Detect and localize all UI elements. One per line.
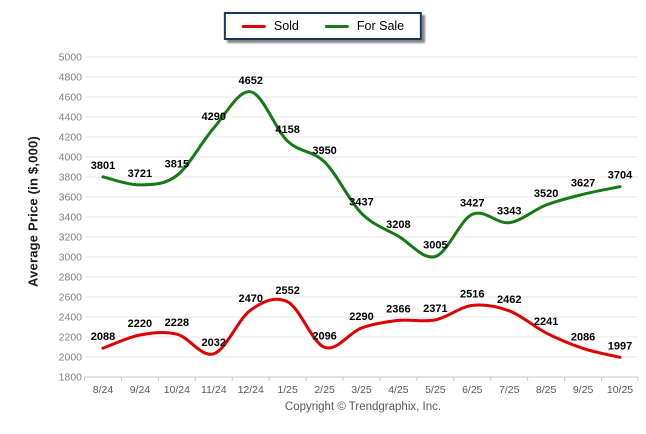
data-label-for-sale: 3437 xyxy=(349,196,373,208)
data-label-for-sale: 4158 xyxy=(275,124,299,136)
data-label-sold: 2032 xyxy=(202,337,226,349)
y-tick-label: 4000 xyxy=(59,152,83,164)
data-label-for-sale: 3815 xyxy=(165,159,189,171)
data-label-sold: 2366 xyxy=(386,303,410,315)
y-tick-label: 4800 xyxy=(59,72,83,84)
x-tick-label: 12/24 xyxy=(238,384,264,396)
y-tick-label: 2200 xyxy=(59,332,83,344)
data-label-sold: 2088 xyxy=(91,331,115,343)
x-tick-label: 7/25 xyxy=(499,384,520,396)
x-tick-label: 3/25 xyxy=(351,384,372,396)
data-label-sold: 2096 xyxy=(312,330,336,342)
data-label-for-sale: 3520 xyxy=(534,188,558,200)
data-label-for-sale: 4652 xyxy=(238,75,262,87)
data-label-for-sale: 3627 xyxy=(571,177,595,189)
data-label-sold: 2228 xyxy=(165,317,189,329)
data-label-for-sale: 3343 xyxy=(497,206,521,218)
data-label-sold: 2220 xyxy=(128,318,152,330)
data-label-sold: 2290 xyxy=(349,311,373,323)
legend-label-sold: Sold xyxy=(273,19,299,33)
y-tick-label: 2400 xyxy=(59,312,83,324)
y-tick-label: 3600 xyxy=(59,192,83,204)
x-tick-label: 8/25 xyxy=(536,384,557,396)
y-tick-label: 4600 xyxy=(59,92,83,104)
data-label-for-sale: 4290 xyxy=(202,111,226,123)
x-tick-label: 4/25 xyxy=(388,384,409,396)
data-label-for-sale: 3427 xyxy=(460,197,484,209)
x-tick-label: 6/25 xyxy=(462,384,483,396)
data-label-for-sale: 3208 xyxy=(386,219,410,231)
y-tick-label: 3000 xyxy=(59,252,83,264)
data-label-sold: 2241 xyxy=(534,316,558,328)
x-tick-label: 1/25 xyxy=(277,384,298,396)
y-tick-label: 2800 xyxy=(59,272,83,284)
y-tick-label: 4200 xyxy=(59,132,83,144)
x-tick-label: 11/24 xyxy=(201,384,227,396)
y-tick-label: 3800 xyxy=(59,172,83,184)
data-label-sold: 1997 xyxy=(608,340,632,352)
y-tick-label: 2000 xyxy=(59,352,83,364)
x-tick-label: 10/25 xyxy=(607,384,633,396)
y-tick-label: 3200 xyxy=(59,232,83,244)
data-label-sold: 2470 xyxy=(238,293,262,305)
sold-line-swatch-icon xyxy=(241,24,266,28)
series-line-for-sale xyxy=(101,90,622,259)
x-tick-label: 8/24 xyxy=(93,384,114,396)
y-tick-label: 5000 xyxy=(59,52,83,64)
data-label-sold: 2462 xyxy=(497,294,521,306)
y-tick-label: 1800 xyxy=(59,372,83,384)
x-tick-label: 5/25 xyxy=(425,384,446,396)
data-label-sold: 2086 xyxy=(571,331,595,343)
series-line-sold xyxy=(101,297,622,359)
copyright-text: Copyright © Trendgraphix, Inc. xyxy=(284,401,442,413)
legend-label-for-sale: For Sale xyxy=(356,19,405,33)
data-label-sold: 2371 xyxy=(423,303,447,315)
y-tick-label: 2600 xyxy=(59,292,83,304)
for-sale-line-swatch-icon xyxy=(324,24,349,28)
x-tick-label: 9/25 xyxy=(573,384,594,396)
x-tick-label: 10/24 xyxy=(164,384,190,396)
data-label-for-sale: 3801 xyxy=(91,160,115,172)
x-tick-label: 2/25 xyxy=(314,384,335,396)
data-label-sold: 2552 xyxy=(275,285,299,297)
y-tick-label: 3400 xyxy=(59,212,83,224)
legend: Sold For Sale xyxy=(223,12,423,40)
data-label-for-sale: 3005 xyxy=(423,240,447,252)
data-label-for-sale: 3704 xyxy=(608,170,633,182)
data-label-for-sale: 3721 xyxy=(128,168,152,180)
legend-item-sold: Sold xyxy=(241,19,299,33)
x-tick-label: 9/24 xyxy=(130,384,151,396)
data-label-for-sale: 3950 xyxy=(312,145,336,157)
y-tick-label: 4400 xyxy=(59,112,83,124)
data-label-sold: 2516 xyxy=(460,288,484,300)
legend-item-for-sale: For Sale xyxy=(324,19,405,33)
